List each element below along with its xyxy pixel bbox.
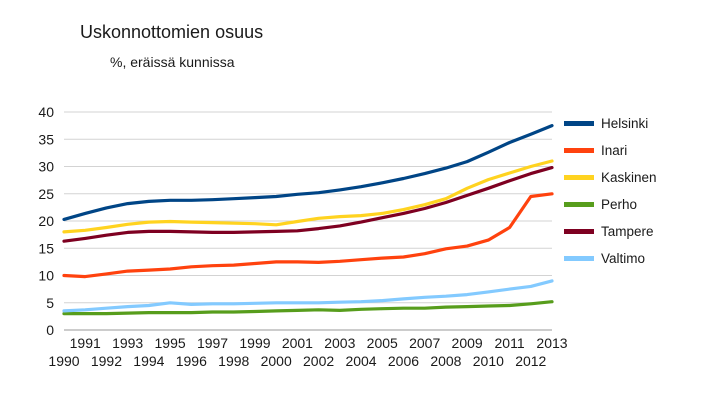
- svg-text:0: 0: [46, 322, 54, 338]
- svg-text:1998: 1998: [218, 353, 249, 369]
- legend-swatch-tampere: [564, 229, 594, 234]
- legend-label: Perho: [601, 197, 638, 212]
- legend-item-helsinki: Helsinki: [564, 110, 657, 137]
- svg-text:2007: 2007: [409, 335, 440, 351]
- svg-text:10: 10: [38, 268, 54, 284]
- svg-text:2013: 2013: [536, 335, 567, 351]
- legend-swatch-inari: [564, 148, 594, 153]
- legend-label: Helsinki: [601, 116, 649, 131]
- svg-text:2012: 2012: [515, 353, 546, 369]
- svg-text:30: 30: [38, 159, 54, 175]
- legend-swatch-helsinki: [564, 121, 594, 126]
- legend-item-perho: Perho: [564, 191, 657, 218]
- svg-text:2005: 2005: [367, 335, 398, 351]
- chart-subtitle: %, eräissä kunnissa: [110, 54, 235, 70]
- legend-item-valtimo: Valtimo: [564, 245, 657, 272]
- svg-text:40: 40: [38, 104, 54, 120]
- legend-label: Tampere: [601, 224, 654, 239]
- legend-item-tampere: Tampere: [564, 218, 657, 245]
- svg-text:2004: 2004: [345, 353, 376, 369]
- legend-swatch-kaskinen: [564, 175, 594, 180]
- svg-text:1992: 1992: [91, 353, 122, 369]
- legend-item-inari: Inari: [564, 137, 657, 164]
- svg-text:1995: 1995: [155, 335, 186, 351]
- svg-text:2001: 2001: [282, 335, 313, 351]
- svg-text:1996: 1996: [176, 353, 207, 369]
- svg-text:35: 35: [38, 131, 54, 147]
- legend: Helsinki Inari Kaskinen Perho Tampere Va…: [564, 110, 657, 272]
- svg-text:1994: 1994: [133, 353, 164, 369]
- svg-text:1999: 1999: [239, 335, 270, 351]
- legend-label: Inari: [601, 143, 628, 158]
- svg-text:20: 20: [38, 213, 54, 229]
- svg-text:2002: 2002: [303, 353, 334, 369]
- legend-label: Valtimo: [601, 251, 646, 266]
- legend-swatch-valtimo: [564, 256, 594, 261]
- svg-text:1991: 1991: [70, 335, 101, 351]
- svg-text:2000: 2000: [261, 353, 292, 369]
- svg-text:2011: 2011: [495, 335, 525, 351]
- svg-text:2010: 2010: [473, 353, 504, 369]
- legend-item-kaskinen: Kaskinen: [564, 164, 657, 191]
- svg-text:2009: 2009: [452, 335, 483, 351]
- legend-swatch-perho: [564, 202, 594, 207]
- chart-title: Uskonnottomien osuus: [80, 22, 264, 42]
- svg-text:15: 15: [38, 240, 54, 256]
- svg-text:2006: 2006: [388, 353, 419, 369]
- legend-label: Kaskinen: [601, 170, 657, 185]
- svg-text:25: 25: [38, 186, 54, 202]
- svg-text:2008: 2008: [430, 353, 461, 369]
- svg-text:1990: 1990: [48, 353, 79, 369]
- svg-text:5: 5: [46, 295, 54, 311]
- svg-text:1997: 1997: [197, 335, 228, 351]
- svg-text:1993: 1993: [112, 335, 143, 351]
- svg-text:2003: 2003: [324, 335, 355, 351]
